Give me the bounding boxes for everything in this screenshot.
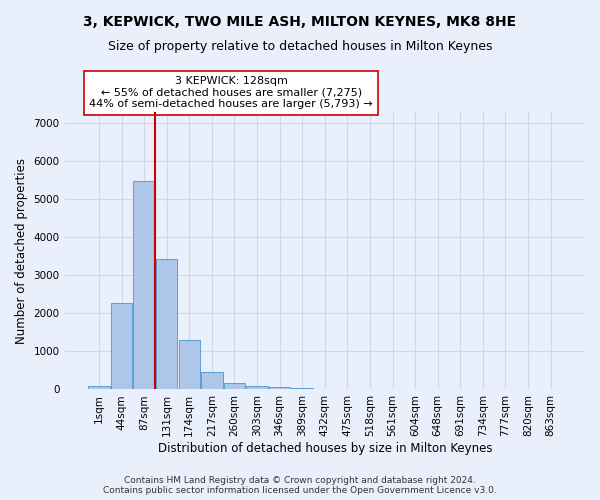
- Bar: [224, 384, 245, 390]
- Text: 3, KEPWICK, TWO MILE ASH, MILTON KEYNES, MK8 8HE: 3, KEPWICK, TWO MILE ASH, MILTON KEYNES,…: [83, 15, 517, 29]
- Text: Contains HM Land Registry data © Crown copyright and database right 2024.
Contai: Contains HM Land Registry data © Crown c…: [103, 476, 497, 495]
- Bar: [201, 372, 223, 390]
- Bar: [88, 386, 110, 390]
- Bar: [179, 340, 200, 390]
- Text: Size of property relative to detached houses in Milton Keynes: Size of property relative to detached ho…: [108, 40, 492, 53]
- Bar: [156, 258, 178, 390]
- Bar: [269, 387, 290, 390]
- Bar: [111, 303, 132, 390]
- Y-axis label: Number of detached properties: Number of detached properties: [15, 158, 28, 344]
- Text: 3 KEPWICK: 128sqm
← 55% of detached houses are smaller (7,275)
44% of semi-detac: 3 KEPWICK: 128sqm ← 55% of detached hous…: [89, 76, 373, 110]
- Bar: [133, 181, 155, 390]
- Bar: [246, 386, 268, 390]
- X-axis label: Distribution of detached houses by size in Milton Keynes: Distribution of detached houses by size …: [158, 442, 492, 455]
- Bar: [292, 388, 313, 390]
